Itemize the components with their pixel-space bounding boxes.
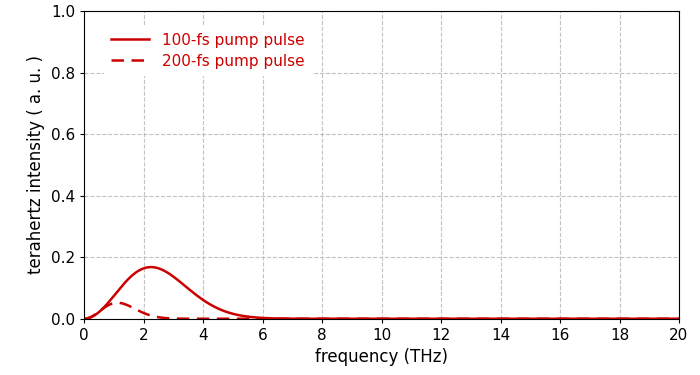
100-fs pump pulse <box>524 316 532 321</box>
200-fs pump pulse <box>467 316 475 321</box>
100-fs pump pulse <box>188 290 197 294</box>
200-fs pump pulse <box>569 316 577 321</box>
100-fs pump pulse <box>80 316 88 321</box>
200-fs pump pulse <box>675 316 683 321</box>
200-fs pump pulse <box>80 316 88 321</box>
200-fs pump pulse <box>307 316 316 321</box>
200-fs pump pulse <box>437 316 445 321</box>
X-axis label: frequency (THz): frequency (THz) <box>315 348 448 366</box>
100-fs pump pulse <box>307 316 316 321</box>
Legend: 100-fs pump pulse, 200-fs pump pulse: 100-fs pump pulse, 200-fs pump pulse <box>104 25 312 76</box>
100-fs pump pulse <box>569 316 577 321</box>
100-fs pump pulse <box>437 316 445 321</box>
100-fs pump pulse <box>467 316 475 321</box>
100-fs pump pulse <box>147 265 155 269</box>
200-fs pump pulse <box>188 316 197 321</box>
100-fs pump pulse <box>675 316 683 321</box>
Line: 100-fs pump pulse: 100-fs pump pulse <box>84 267 679 319</box>
200-fs pump pulse <box>113 300 122 305</box>
Y-axis label: terahertz intensity ( a. u. ): terahertz intensity ( a. u. ) <box>27 56 46 274</box>
Line: 200-fs pump pulse: 200-fs pump pulse <box>84 303 679 319</box>
200-fs pump pulse <box>524 316 532 321</box>
